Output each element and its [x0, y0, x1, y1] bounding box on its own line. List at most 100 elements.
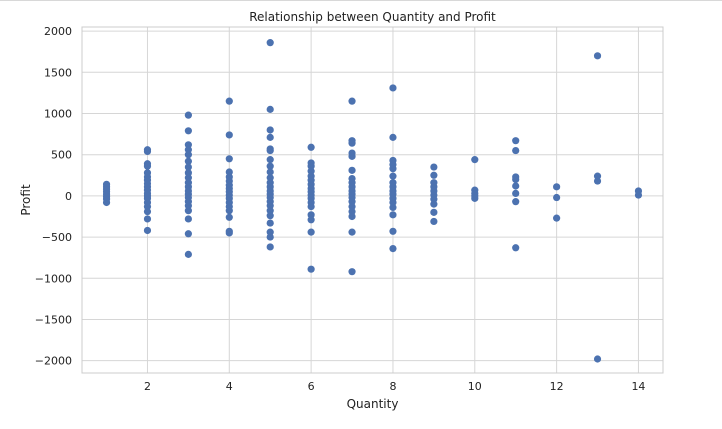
x-tick-labels: 2 4 6 8 10 12 14: [144, 380, 645, 393]
data-point: [143, 147, 152, 155]
data-point: [348, 166, 356, 174]
data-point: [430, 163, 438, 171]
data-point: [553, 183, 561, 191]
data-point: [593, 52, 602, 60]
data-point: [184, 169, 192, 177]
x-tick-label: 4: [226, 380, 233, 393]
data-point: [184, 202, 192, 210]
data-point: [102, 198, 111, 207]
data-point: [512, 198, 520, 206]
data-point: [553, 193, 561, 202]
y-tick-label: −2000: [35, 355, 72, 368]
data-point: [266, 202, 274, 210]
data-point: [184, 230, 192, 238]
data-point: [143, 207, 152, 216]
data-point: [307, 211, 315, 219]
top-border: [0, 0, 722, 1]
data-point: [266, 156, 274, 164]
data-point: [389, 227, 397, 235]
data-point: [389, 133, 397, 141]
data-point: [143, 215, 152, 223]
data-point: [430, 171, 438, 179]
data-point: [307, 265, 315, 273]
data-point: [266, 207, 274, 215]
data-point: [389, 165, 397, 173]
data-point: [307, 228, 315, 236]
data-point: [471, 156, 479, 164]
x-tick-label: 8: [389, 380, 396, 393]
y-tick-label: 1000: [44, 108, 72, 121]
data-point: [266, 146, 274, 155]
data-point: [512, 182, 520, 190]
plot-frame: [81, 26, 664, 374]
data-point: [184, 250, 192, 258]
data-point: [266, 126, 274, 134]
data-point: [266, 105, 274, 113]
data-point: [307, 167, 315, 175]
data-point: [266, 162, 274, 170]
data-point: [225, 97, 233, 105]
data-point: [512, 146, 520, 155]
x-tick-label: 6: [308, 380, 315, 393]
x-axis-label: Quantity: [347, 397, 399, 411]
data-point: [184, 151, 192, 159]
y-axis-label: Profit: [19, 184, 33, 216]
chart-title: Relationship between Quantity and Profit: [249, 10, 496, 24]
data-point: [184, 174, 192, 182]
data-point: [225, 207, 233, 215]
data-point: [593, 172, 602, 180]
data-point: [389, 211, 397, 219]
data-point: [225, 131, 233, 139]
data-point: [389, 172, 397, 180]
data-point: [266, 39, 274, 47]
data-point: [512, 189, 520, 198]
data-points: [102, 39, 643, 363]
data-point: [471, 194, 479, 202]
data-point: [184, 157, 192, 165]
data-point: [266, 168, 274, 176]
data-point: [389, 245, 397, 253]
data-point: [266, 174, 274, 182]
data-point: [184, 215, 192, 223]
data-point: [225, 168, 233, 176]
x-tick-label: 10: [468, 380, 482, 393]
data-point: [184, 163, 192, 171]
data-point: [307, 162, 315, 170]
data-point: [184, 207, 192, 215]
data-point: [307, 216, 315, 224]
x-tick-label: 12: [550, 380, 564, 393]
data-point: [389, 84, 397, 92]
data-point: [430, 195, 438, 203]
data-point: [593, 355, 602, 363]
y-tick-label: −1500: [35, 313, 72, 326]
data-point: [512, 244, 520, 252]
data-point: [593, 177, 602, 185]
data-point: [184, 127, 192, 135]
data-point: [634, 191, 643, 199]
y-tick-label: 500: [51, 149, 72, 162]
data-point: [389, 203, 397, 212]
data-point: [143, 162, 152, 170]
data-point: [184, 111, 192, 119]
data-point: [266, 212, 274, 220]
data-point: [512, 175, 520, 184]
data-point: [225, 229, 233, 237]
data-point: [389, 198, 397, 207]
data-point: [348, 152, 356, 160]
data-point: [184, 141, 192, 149]
y-tick-label: 2000: [44, 25, 72, 38]
x-tick-label: 14: [631, 380, 645, 393]
data-point: [348, 268, 356, 276]
y-tick-label: 0: [65, 190, 72, 203]
y-tick-label: 1500: [44, 66, 72, 79]
plot-area: [82, 27, 663, 373]
data-point: [348, 139, 356, 147]
y-tick-label: −1000: [35, 272, 72, 285]
data-point: [430, 217, 438, 226]
data-point: [266, 233, 274, 241]
data-point: [225, 155, 233, 163]
data-point: [266, 219, 274, 227]
data-point: [307, 143, 315, 151]
data-point: [184, 146, 192, 154]
data-point: [553, 214, 561, 222]
